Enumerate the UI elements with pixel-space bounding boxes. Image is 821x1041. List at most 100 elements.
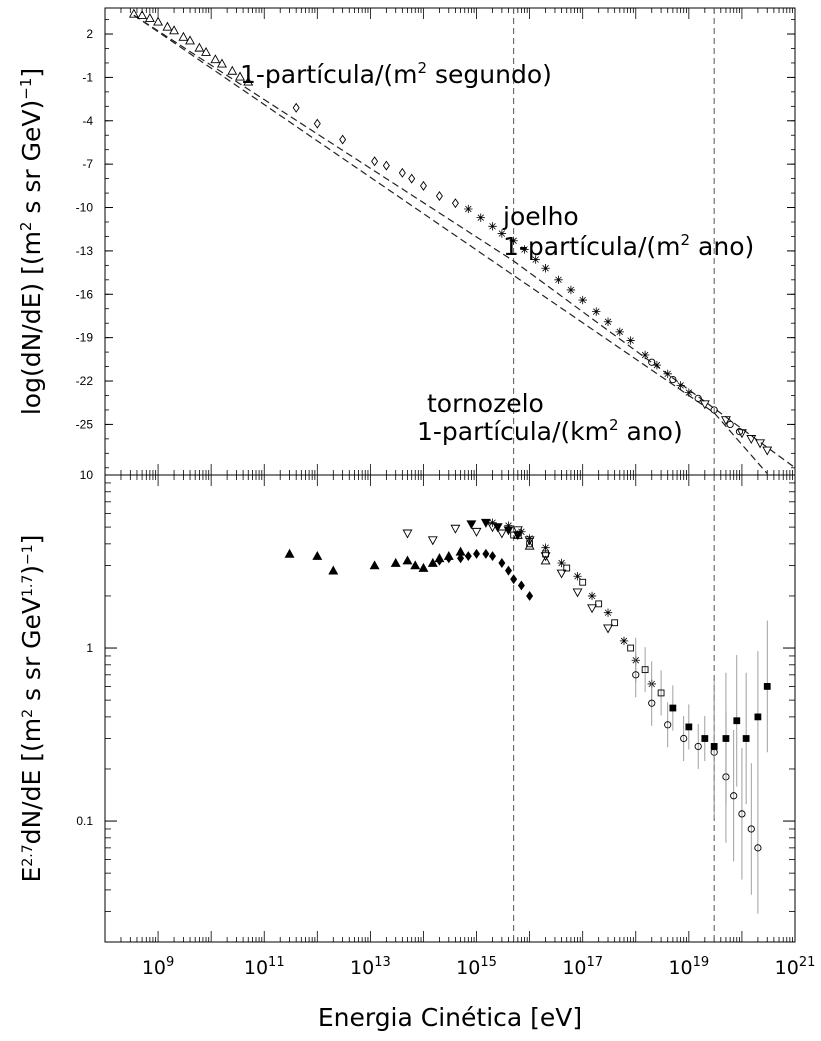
top-annotation: 1-partícula/(km2 ano) [417, 416, 683, 446]
bottom-data-point [742, 735, 750, 742]
top-data-point [451, 198, 459, 209]
top-data-point [243, 76, 254, 86]
bottom-x-tick-label: 109 [142, 955, 174, 979]
bottom-y-ticks: 10 1 0.1 [76, 468, 795, 943]
bottom-data-point [733, 717, 741, 725]
top-data-point [640, 350, 650, 360]
bottom-data-point [517, 527, 526, 536]
top-data-point [592, 307, 601, 316]
bottom-y-tick-label: 10 [80, 468, 94, 482]
top-annotation: joelho [502, 202, 579, 231]
bottom-data-point [747, 825, 755, 833]
top-data-point [652, 360, 662, 370]
top-data-point [194, 42, 205, 52]
bottom-y-tick-label: 1 [86, 641, 93, 655]
bottom-data-point [517, 580, 525, 591]
bottom-x-tick-label: 1021 [775, 955, 816, 979]
bottom-data-point [738, 810, 746, 818]
top-data-point [408, 173, 416, 184]
bottom-data-point [369, 560, 380, 570]
top-data-point [746, 435, 757, 444]
bottom-x-tick-label: 1019 [668, 955, 709, 979]
top-data-point [497, 229, 507, 238]
top-data-point [476, 213, 485, 222]
bottom-data-point [627, 644, 635, 652]
top-data-point [736, 429, 747, 439]
top-data-point [398, 167, 406, 178]
bottom-data-point [587, 591, 597, 601]
bottom-data-point [680, 734, 688, 743]
bottom-data-point [669, 704, 677, 712]
top-data-point [137, 10, 148, 20]
top-data-point [603, 317, 613, 326]
top-data-point [531, 255, 540, 264]
top-data-point [169, 25, 180, 35]
top-data-point [566, 285, 576, 295]
bottom-data-point [510, 574, 518, 585]
bottom-data-point [664, 721, 672, 729]
top-data-points [128, 8, 773, 456]
bottom-data-point [632, 671, 640, 679]
bottom-y-tick-label: 0.1 [76, 814, 93, 828]
bottom-data-point [587, 604, 598, 614]
top-panel-flux: 2 -1 -4 -7 -10 -13 -16 -19 -22 -25 1-partícula/(m… [17, 7, 796, 476]
top-data-point [676, 381, 685, 390]
bottom-data-point [694, 742, 702, 751]
bottom-data-point [482, 548, 490, 559]
top-data-point [435, 190, 443, 201]
bottom-data-point [480, 518, 491, 528]
bottom-data-point [402, 555, 413, 565]
bottom-data-point [657, 689, 665, 697]
bottom-data-point [427, 557, 438, 567]
bottom-data-point [641, 666, 649, 674]
bottom-panel-weighted-flux: 10 1 0.1 109 1011 1013 1015 1017 1019 1021 E2.7d… [17, 468, 815, 1032]
top-data-point [339, 134, 347, 145]
top-data-point [578, 295, 587, 305]
top-data-point [554, 275, 563, 285]
bottom-data-point [525, 534, 534, 543]
bottom-data-point [471, 527, 482, 537]
top-data-point [755, 439, 766, 449]
bottom-data-point [754, 844, 762, 852]
bottom-data-point [526, 590, 534, 601]
top-data-point [684, 388, 694, 397]
top-data-point [210, 54, 221, 64]
bottom-data-point [457, 553, 465, 564]
top-data-point [162, 21, 173, 31]
top-data-point [762, 446, 773, 456]
top-y-ticks: 2 -1 -4 -7 -10 -13 -16 -19 -22 -25 [76, 19, 795, 469]
bottom-data-point [648, 699, 656, 707]
top-data-point [235, 71, 245, 81]
top-y-tick-label: -7 [82, 157, 93, 171]
bottom-data-point [328, 565, 339, 575]
x-axis-label: Energia Cinética [eV] [318, 1003, 582, 1032]
top-data-point [371, 156, 379, 167]
top-data-point [541, 264, 550, 273]
bottom-data-point [556, 569, 567, 579]
top-y-tick-label: -1 [82, 70, 93, 84]
bottom-data-point [754, 713, 762, 721]
bottom-data-points [284, 518, 771, 914]
top-data-point [227, 65, 238, 75]
top-data-point [178, 31, 189, 41]
top-dashed-reference-line [133, 14, 768, 474]
top-annotation: 1-partícula/(m2 segundo) [240, 59, 552, 89]
bottom-data-point [540, 555, 551, 565]
top-data-point [419, 180, 427, 191]
bottom-x-tick-label: 1015 [456, 955, 497, 979]
bottom-data-point [579, 578, 587, 586]
bottom-vertical-lines [513, 475, 715, 942]
bottom-x-ticks: 109 1011 1013 1015 1017 1019 1021 [104, 475, 816, 979]
top-data-point [735, 428, 744, 436]
top-data-point [648, 358, 656, 366]
top-data-point [488, 222, 497, 231]
top-data-point [720, 416, 731, 426]
bottom-data-point [390, 557, 401, 567]
top-data-point [615, 327, 624, 337]
top-data-point [292, 102, 300, 113]
bottom-data-point [312, 550, 323, 560]
top-y-tick-label: -19 [76, 331, 94, 345]
bottom-x-tick-label: 1011 [244, 955, 285, 979]
bottom-data-point [685, 723, 693, 731]
